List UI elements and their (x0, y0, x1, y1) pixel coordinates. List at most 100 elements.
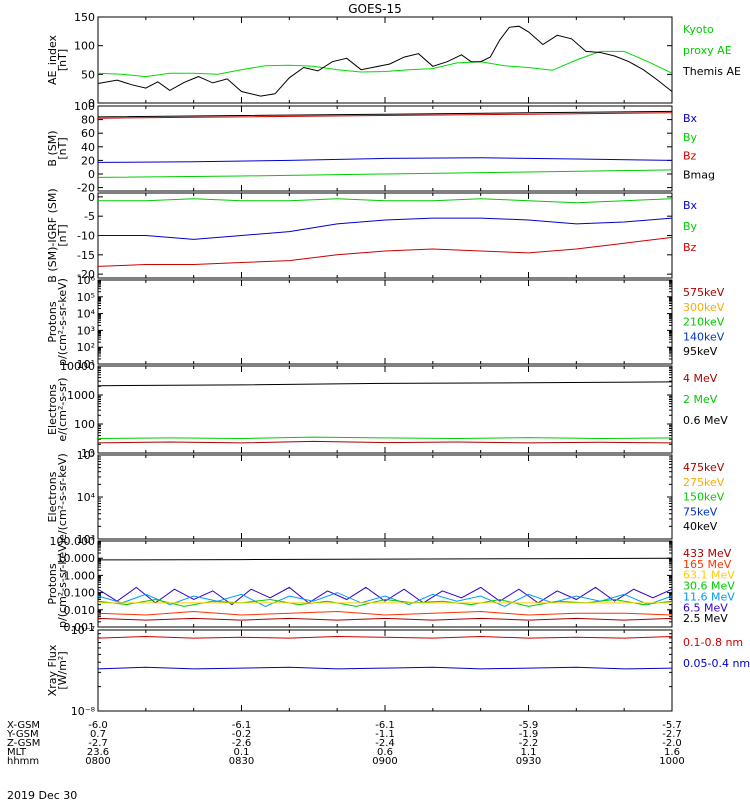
y-tick-label: 10⁻⁸ (71, 705, 96, 718)
y-tick-label: 0 (88, 97, 95, 110)
legend-entry: 11.6 MeV (683, 590, 735, 603)
ephemeris-row-label: MLT (7, 747, 27, 758)
y-axis-label: Electrons (46, 384, 59, 435)
panel-frame (97, 16, 673, 104)
y-tick-label: 10³ (77, 533, 95, 546)
y-tick-label: 10⁵ (77, 449, 95, 462)
y-tick-label: 100 (74, 40, 95, 53)
panel-frame (97, 454, 673, 540)
panel-frame (97, 192, 673, 279)
ephemeris-value: -2.6 (232, 738, 252, 749)
y-tick-label: -20 (77, 182, 95, 195)
y-axis-label: [W/m²] (56, 651, 69, 689)
ephemeris-value: -2.7 (662, 729, 682, 740)
y-tick-label: -20 (77, 268, 95, 281)
series-line-by (97, 169, 673, 178)
series-line-0-6-mev (97, 381, 673, 387)
y-tick-label: 150 (74, 11, 95, 24)
ephemeris-row-label: Y-GSM (6, 729, 39, 740)
legend-entry: 4 MeV (683, 372, 718, 385)
y-tick-label: 60 (81, 127, 95, 140)
series-line-themis-ae (97, 25, 673, 97)
ephemeris-value: -2.7 (88, 738, 108, 749)
date-label: 2019 Dec 30 (7, 789, 77, 800)
y-tick-label: 10000 (60, 360, 95, 373)
panel-frame (97, 540, 673, 628)
legend-entry: 475keV (683, 461, 725, 474)
y-tick-label: 10⁵ (77, 291, 95, 304)
legend-entry: By (683, 131, 698, 144)
y-axis-label: p/(cm²-s-sr-keV) (56, 540, 69, 628)
ephemeris-row-label: hhmm (7, 756, 39, 767)
legend-entry: 40keV (683, 520, 718, 533)
y-tick-label: 10⁴ (77, 308, 96, 321)
legend-entry: Bz (683, 150, 697, 163)
series-line-6-5-mev (97, 586, 673, 606)
legend-entry: 150keV (683, 491, 725, 504)
legend-entry: 210keV (683, 316, 725, 329)
series-line-2-5-mev (97, 557, 673, 561)
y-tick-label: 1.000 (64, 569, 96, 582)
ephemeris-value: 0.7 (90, 729, 106, 740)
ephemeris-value: 1.6 (664, 747, 680, 758)
legend-entry: 95keV (683, 345, 718, 358)
y-tick-label: 0 (88, 168, 95, 181)
series-line-by (98, 198, 673, 204)
y-axis-label: B (SM)-IGRF (SM) (46, 188, 59, 282)
y-tick-label: 100.000 (50, 535, 96, 548)
y-tick-label: 20 (81, 154, 95, 167)
series-line-kyoto-proxy-ae (97, 50, 673, 78)
series-line-0-1-0-8-nm (97, 635, 673, 639)
y-tick-label: 50 (81, 68, 95, 81)
ephemeris-row-label: Z-GSM (7, 738, 40, 749)
ephemeris-value: 0930 (516, 756, 541, 767)
panel-frame (97, 279, 673, 365)
legend-entry: Kyoto (683, 23, 714, 36)
ephemeris-value: 0.6 (377, 747, 393, 758)
legend-entry: Bz (683, 241, 697, 254)
y-tick-label: 10⁶ (77, 274, 96, 287)
y-tick-label: 10² (77, 341, 95, 354)
legend-entry: Themis AE (682, 65, 741, 78)
legend-entry: By (683, 220, 698, 233)
y-axis-label: [nT] (56, 49, 69, 71)
legend-entry: 300keV (683, 301, 725, 314)
legend-entry: 2 MeV (683, 393, 718, 406)
ephemeris-row-label: X-GSM (7, 720, 40, 731)
y-tick-label: 80 (81, 114, 95, 127)
y-tick-label: 10 (81, 447, 95, 460)
y-axis-label: e/(cm²-s-sr-keV) (56, 453, 69, 541)
series-line-bx (98, 217, 673, 240)
y-axis-label: Electrons (46, 471, 59, 522)
ephemeris-value: 1.1 (521, 747, 537, 758)
series-line-433-mev (97, 617, 673, 621)
y-tick-label: -10 (77, 230, 95, 243)
legend-entry: 75keV (683, 505, 718, 518)
ephemeris-value: 0800 (85, 756, 110, 767)
legend-entry: 165 MeV (683, 558, 732, 571)
panel-6: 0.001 0.010 0.100 1.000 10.000 100.000 Protons… (46, 535, 735, 634)
ephemeris-table: X-GSMY-GSMZ-GSMMLThhmm-6.00.7-2.723.6080… (6, 720, 685, 767)
panel-3: 10¹ 10² 10³ 10⁴ 10⁵ 10⁶ Protonsp/(cm²-s-sr-keV… (46, 274, 725, 371)
y-tick-label: -15 (77, 249, 95, 262)
ephemeris-value: -1.1 (375, 729, 395, 740)
ephemeris-value: -2.4 (375, 738, 395, 749)
y-tick-label: 100 (74, 418, 95, 431)
y-tick-label: 10³ (77, 324, 95, 337)
ephemeris-value: -5.9 (519, 720, 539, 731)
legend-entry: 275keV (683, 476, 725, 489)
ephemeris-value: -1.9 (519, 729, 539, 740)
panel-7: 10⁻⁸ 10⁻⁷ Xray Flux[W/m²] 0.1-0.8 nm 0.05-0.… (46, 624, 750, 718)
y-tick-label: 1000 (67, 389, 95, 402)
series-line-bz (97, 112, 673, 119)
legend-entry: Bx (683, 112, 698, 125)
panel-frame (97, 365, 673, 454)
y-axis-label: AE_index (46, 34, 59, 85)
legend-entry: 433 MeV (683, 547, 732, 560)
ephemeris-value: 0900 (372, 756, 397, 767)
legend-entry: Bx (683, 199, 698, 212)
